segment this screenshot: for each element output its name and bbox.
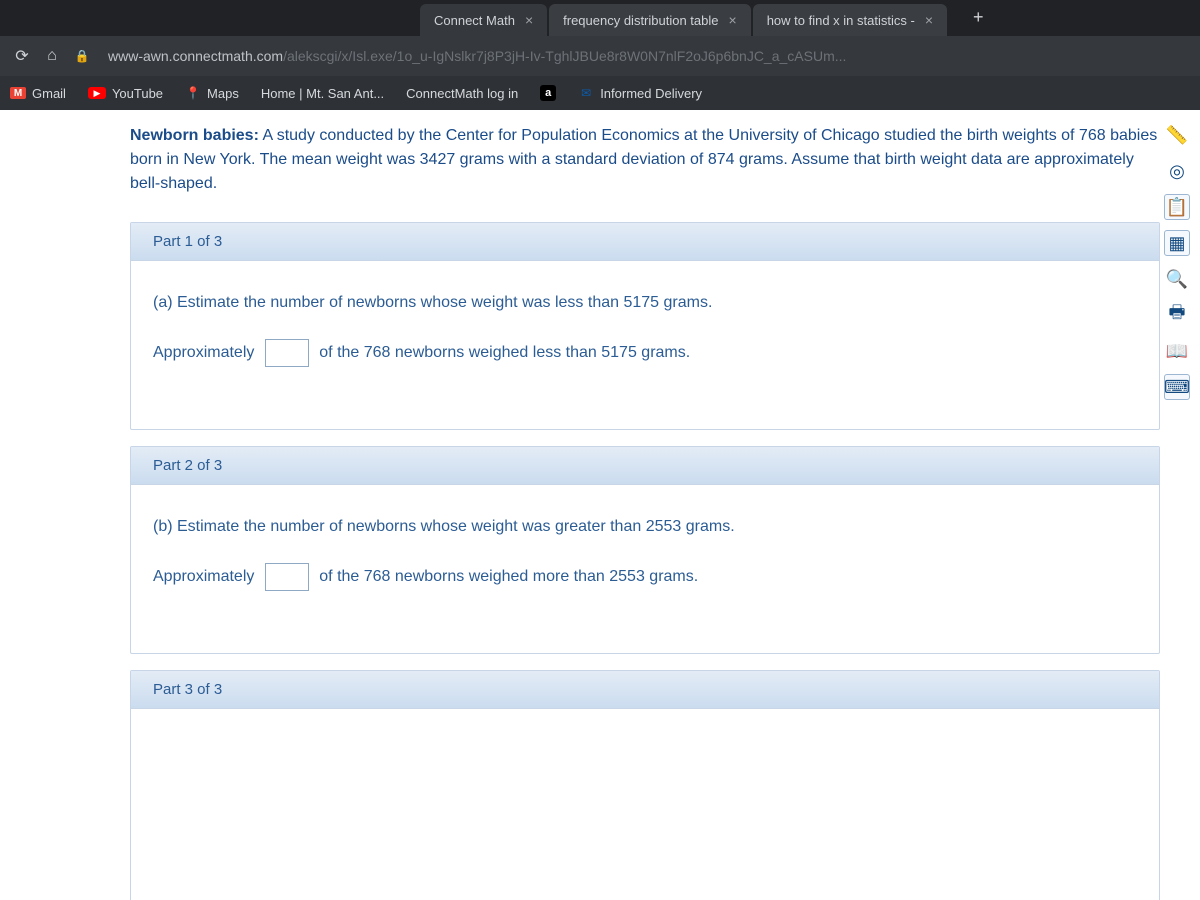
bookmark-a[interactable]: a (540, 85, 556, 101)
bookmark-gmail[interactable]: M Gmail (10, 86, 66, 101)
answer-input[interactable] (265, 339, 309, 367)
usps-icon: ✉ (578, 85, 594, 101)
close-icon[interactable]: × (525, 12, 533, 28)
tab-frequency[interactable]: frequency distribution table × (549, 4, 751, 36)
bookmark-mtsan[interactable]: Home | Mt. San Ant... (261, 86, 384, 101)
maps-icon: 📍 (185, 85, 201, 101)
question-line: (a) Estimate the number of newborns whos… (153, 287, 1137, 319)
target-icon[interactable]: ◎ (1164, 158, 1190, 184)
question-value: 2553 (646, 518, 682, 535)
book-icon[interactable]: 📖 (1164, 338, 1190, 364)
reload-icon[interactable]: ⟳ (10, 46, 34, 66)
bookmark-label: Maps (207, 86, 239, 101)
answer-before: Approximately (153, 568, 254, 585)
page-content: Newborn babies: A study conducted by the… (0, 110, 1200, 900)
youtube-icon: ▶ (88, 87, 106, 99)
tab-strip: Connect Math × frequency distribution ta… (0, 0, 1200, 36)
part-header: Part 2 of 3 (131, 447, 1159, 485)
bookmark-informed-delivery[interactable]: ✉ Informed Delivery (578, 85, 702, 101)
tab-connect-math[interactable]: Connect Math × (420, 4, 547, 36)
home-icon[interactable]: ⌂ (40, 47, 64, 65)
part-1: Part 1 of 3 (a) Estimate the number of n… (130, 222, 1160, 430)
tool-sidebar: 📏 ◎ 📋 ▦ 🔍 🖶 📖 ⌨ (1160, 122, 1194, 400)
part-body (131, 709, 1159, 900)
site-info-icon[interactable]: 🔒 (70, 49, 94, 63)
bookmark-label: ConnectMath log in (406, 86, 518, 101)
part-header: Part 1 of 3 (131, 223, 1159, 261)
search-icon[interactable]: 🔍 (1164, 266, 1190, 292)
answer-before: Approximately (153, 344, 254, 361)
a-icon: a (540, 85, 556, 101)
answer-line: Approximately of the 768 newborns weighe… (153, 561, 1137, 593)
part-header: Part 3 of 3 (131, 671, 1159, 709)
close-icon[interactable]: × (925, 12, 933, 28)
answer-mid: of the 768 newborns weighed less than (319, 344, 601, 361)
new-tab-button[interactable]: + (949, 0, 1008, 36)
bookmark-label: Informed Delivery (600, 86, 702, 101)
question-value: 5175 (623, 294, 659, 311)
url-field[interactable]: www-awn.connectmath.com/alekscgi/x/Isl.e… (100, 48, 854, 64)
problem-statement: Newborn babies: A study conducted by the… (0, 110, 1200, 216)
answer-after: grams. (645, 568, 698, 585)
question-after: grams. (659, 294, 712, 311)
part-3: Part 3 of 3 (130, 670, 1160, 900)
tab-label: how to find x in statistics - (767, 13, 915, 28)
question-after: grams. (681, 518, 734, 535)
answer-value: 5175 (601, 344, 637, 361)
problem-title: Newborn babies: (130, 127, 259, 144)
answer-mid: of the 768 newborns weighed more than (319, 568, 609, 585)
part-body: (a) Estimate the number of newborns whos… (131, 261, 1159, 429)
bookmark-youtube[interactable]: ▶ YouTube (88, 86, 163, 101)
clipboard-icon[interactable]: 📋 (1164, 194, 1190, 220)
ruler-icon[interactable]: 📏 (1164, 122, 1190, 148)
tab-label: frequency distribution table (563, 13, 718, 28)
answer-input[interactable] (265, 563, 309, 591)
bookmark-maps[interactable]: 📍 Maps (185, 85, 239, 101)
tab-howto[interactable]: how to find x in statistics - × (753, 4, 947, 36)
keyboard-icon[interactable]: ⌨ (1164, 374, 1190, 400)
question-before: (a) Estimate the number of newborns whos… (153, 294, 623, 311)
question-before: (b) Estimate the number of newborns whos… (153, 518, 646, 535)
question-line: (b) Estimate the number of newborns whos… (153, 511, 1137, 543)
close-icon[interactable]: × (729, 12, 737, 28)
answer-after: grams. (637, 344, 690, 361)
answer-value: 2553 (609, 568, 645, 585)
bookmark-connectmath[interactable]: ConnectMath log in (406, 86, 518, 101)
url-host: www-awn.connectmath.com (108, 48, 283, 64)
bookmarks-bar: M Gmail ▶ YouTube 📍 Maps Home | Mt. San … (0, 76, 1200, 110)
bookmark-label: Home | Mt. San Ant... (261, 86, 384, 101)
gmail-icon: M (10, 87, 26, 99)
address-bar: ⟳ ⌂ 🔒 www-awn.connectmath.com/alekscgi/x… (0, 36, 1200, 76)
part-body: (b) Estimate the number of newborns whos… (131, 485, 1159, 653)
tab-label: Connect Math (434, 13, 515, 28)
bookmark-label: Gmail (32, 86, 66, 101)
print-icon[interactable]: 🖶 (1164, 302, 1190, 328)
grid-icon[interactable]: ▦ (1164, 230, 1190, 256)
problem-text: A study conducted by the Center for Popu… (130, 127, 1157, 192)
bookmark-label: YouTube (112, 86, 163, 101)
answer-line: Approximately of the 768 newborns weighe… (153, 337, 1137, 369)
part-2: Part 2 of 3 (b) Estimate the number of n… (130, 446, 1160, 654)
url-path: /alekscgi/x/Isl.exe/1o_u-IgNslkr7j8P3jH-… (283, 48, 846, 64)
